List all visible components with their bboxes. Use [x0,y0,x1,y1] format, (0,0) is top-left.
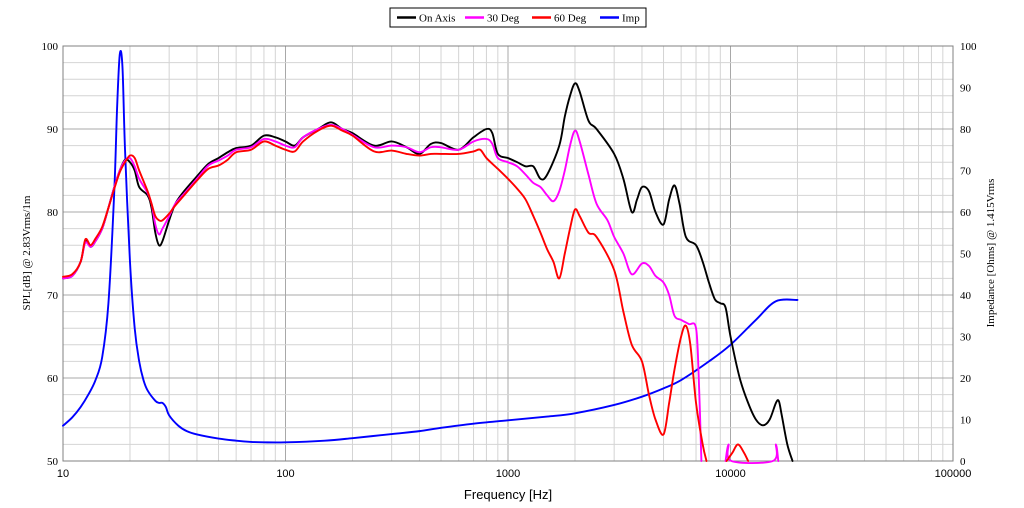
y-tick-label-left: 70 [47,290,59,302]
y-tick-label-left: 60 [47,373,59,385]
x-tick-label: 10000 [715,468,746,480]
y-tick-label-right: 40 [960,290,972,302]
y-axis-title-left: SPL[dB] @ 2.83Vrms/1m [21,195,33,310]
grid [62,45,953,462]
series-line-60-deg-tail [725,443,750,462]
series-layer [62,50,799,465]
y-tick-label-right: 20 [960,373,972,385]
y-tick-label-right: 0 [960,456,966,468]
legend-label-60-deg: 60 Deg [554,13,587,25]
y-tick-label-right: 70 [960,166,972,178]
x-ticks: 10 100 1000 10000 100000 [57,468,971,480]
y-tick-label-right: 50 [960,249,972,261]
series-line-30-deg [62,123,703,462]
x-axis-title: Frequency [Hz] [464,487,552,502]
series-line-imp [62,50,799,444]
legend-label-on-axis: On Axis [419,13,455,25]
legend-label-imp: Imp [622,13,640,25]
x-tick-label: 10 [57,468,69,480]
y-tick-label-right: 30 [960,332,972,344]
series-line-60-deg [62,124,708,462]
y-tick-label-left: 100 [42,41,59,53]
y-tick-label-right: 60 [960,207,972,219]
legend-label-30-deg: 30 Deg [487,13,520,25]
y-tick-label-right: 10 [960,415,972,427]
x-tick-label: 100 [276,468,294,480]
plot-frame [62,45,954,462]
y-axis-title-right: Impedance [Ohms] @ 1.415Vrms [985,179,997,328]
y-tick-label-left: 50 [47,456,59,468]
legend: On Axis 30 Deg 60 Deg Imp [389,7,647,28]
y-ticks-left: 50 60 70 80 90 100 [42,41,59,468]
y-tick-label-left: 90 [47,124,59,136]
series-line-30-deg-tail [724,443,780,465]
y-tick-label-right: 80 [960,124,972,136]
x-tick-label: 100000 [935,468,972,480]
y-tick-label-right: 100 [960,41,977,53]
y-ticks-right: 0 10 20 30 40 50 60 70 80 90 100 [960,41,977,468]
y-tick-label-right: 90 [960,83,972,95]
x-tick-label: 1000 [496,468,520,480]
legend-box [389,7,647,28]
y-tick-label-left: 80 [47,207,59,219]
